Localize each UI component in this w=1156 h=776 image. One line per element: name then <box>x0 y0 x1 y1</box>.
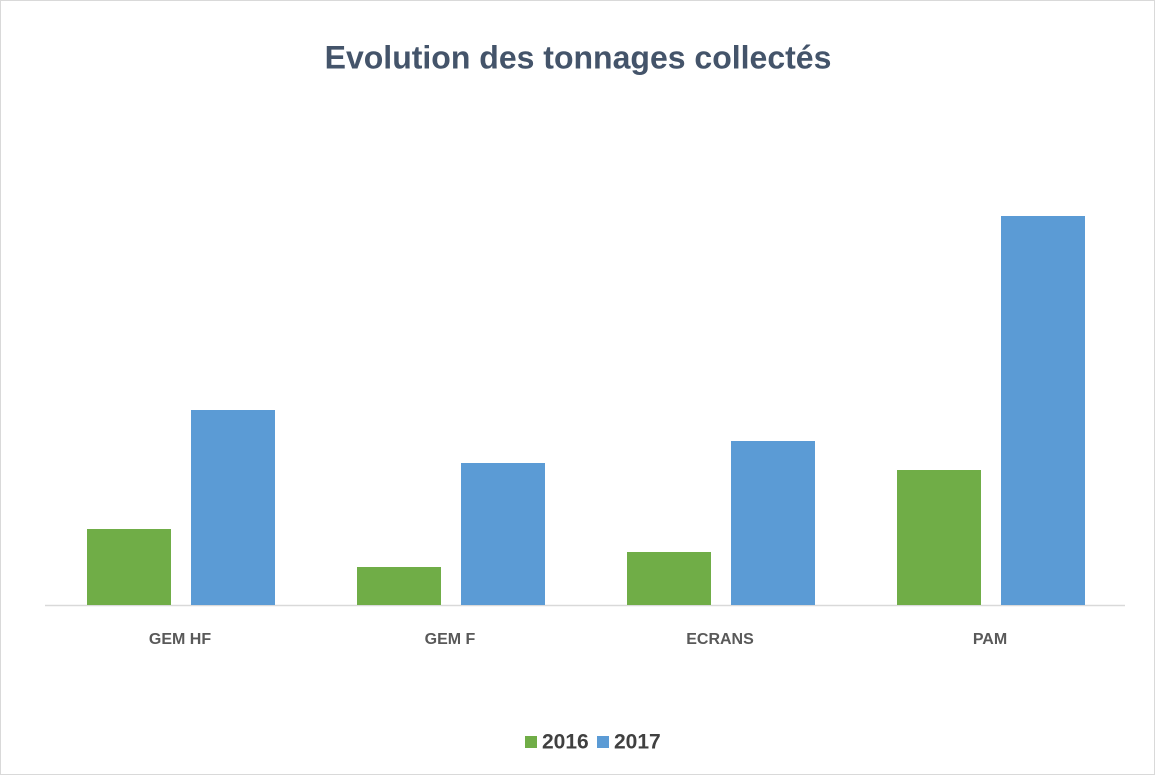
x-tick-label: GEM HF <box>149 631 211 648</box>
x-tick-label: GEM F <box>425 631 476 648</box>
x-tick-label: ECRANS <box>686 631 754 648</box>
bar <box>191 410 275 605</box>
bar <box>1001 216 1085 605</box>
bar <box>731 441 815 605</box>
bar <box>87 529 171 605</box>
legend-swatch <box>597 736 609 748</box>
bar <box>627 552 711 605</box>
legend-swatch <box>525 736 537 748</box>
legend-label: 2017 <box>614 731 661 754</box>
legend-label: 2016 <box>542 731 589 754</box>
x-tick-label: PAM <box>973 631 1007 648</box>
chart-title: Evolution des tonnages collectés <box>325 39 832 75</box>
bar <box>357 567 441 605</box>
bar <box>897 470 981 605</box>
bar <box>461 463 545 605</box>
